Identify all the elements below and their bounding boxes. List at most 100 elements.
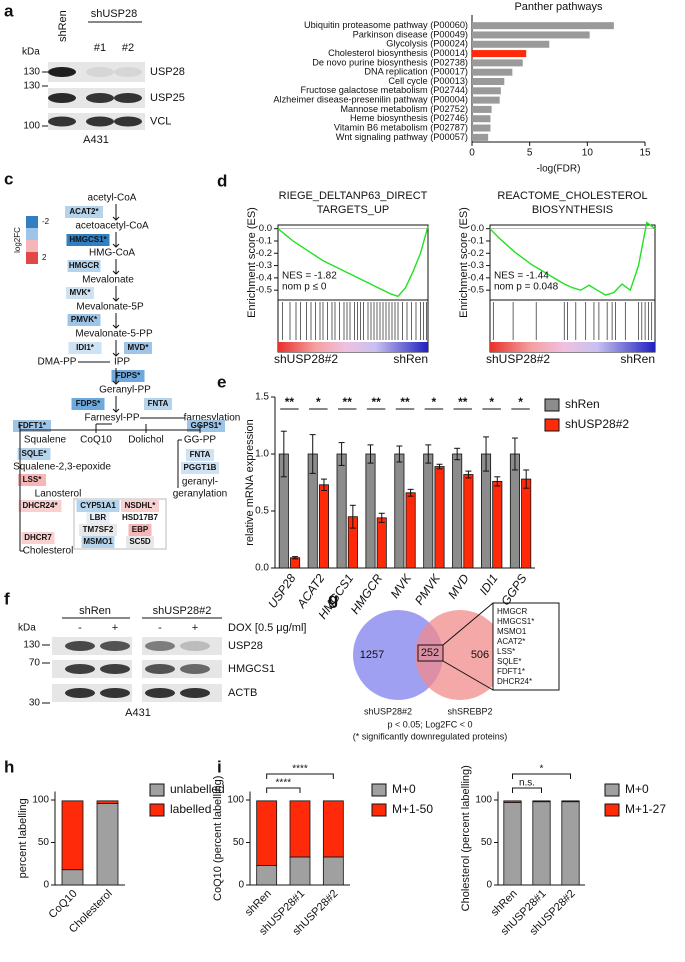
legend-label: M+1-27 (625, 802, 666, 816)
blot-band (100, 664, 130, 674)
set-label: shUSP28#2 (364, 706, 412, 716)
x-tick-label: USP28 (265, 571, 298, 610)
metabolite: acetoacetyl-CoA (75, 221, 149, 232)
set-label: shSREBP2 (447, 706, 492, 716)
lane-label: - (78, 622, 82, 634)
enzyme-box (68, 342, 102, 354)
lane-label: #2 (122, 42, 134, 54)
lane-label: + (112, 622, 118, 634)
annotation: nom p ≤ 0 (282, 282, 327, 293)
enzyme-box (121, 500, 159, 512)
enzyme-label: MSMO1 (83, 537, 113, 546)
rank-gradient (490, 342, 655, 352)
y-tick-label: -0.3 (468, 260, 484, 271)
metabolite: Dolichol (128, 435, 164, 446)
enzyme-box (144, 398, 172, 410)
y-tick-label: -0.5 (468, 285, 484, 296)
annotation: nom p = 0.048 (494, 282, 559, 293)
annotation: NES = -1.44 (494, 271, 549, 282)
significance-label: n.s. (519, 778, 535, 789)
category-label: Parkinson disease (P00049) (353, 29, 468, 39)
x-tick-label: MVD (445, 571, 472, 601)
cell-line: A431 (83, 134, 109, 146)
bar-segment (289, 800, 311, 858)
y-tick-label: 100 (475, 795, 492, 806)
y-tick-label: 0.0 (259, 223, 272, 234)
lane-label: #1 (94, 42, 106, 54)
phenotype-label: shRen (620, 352, 655, 366)
bar (472, 87, 501, 95)
blot-band (180, 688, 210, 698)
blot-band (145, 688, 175, 698)
band-label: ACTB (228, 687, 257, 699)
legend-swatch (604, 783, 620, 797)
bar (472, 96, 500, 104)
blot-band (114, 67, 142, 77)
gene-name: HMGCR (497, 607, 527, 616)
bar-segment (532, 800, 551, 803)
enzyme-box (79, 524, 117, 536)
significance-label: * (489, 395, 494, 409)
group-label: shRen (79, 605, 111, 617)
enzyme-label: LSS* (23, 475, 43, 484)
bar-segment (561, 800, 580, 803)
enzyme-label: HMGCR (69, 261, 99, 270)
legend-tick: 2 (42, 253, 47, 262)
blot-band (100, 641, 130, 651)
significance-label: * (316, 395, 321, 409)
metabolite: Cholesterol (23, 546, 74, 557)
footnote: (* significantly downregulated proteins) (353, 731, 508, 741)
enzyme-box (66, 287, 94, 299)
metabolite: DMA-PP (38, 357, 77, 368)
metabolite: acetyl-CoA (88, 193, 137, 204)
note: p < 0.05; Log2FC < 0 (387, 719, 472, 729)
legend-swatch (544, 418, 560, 432)
blot-band (180, 641, 210, 651)
y-tick-label: -0.3 (256, 260, 272, 271)
category-label: Heme biosynthesis (P02746) (350, 113, 468, 123)
x-tick-label: MVK (388, 571, 415, 601)
unit-label: kDa (18, 623, 36, 634)
enzyme-label: MVK* (70, 288, 92, 297)
blot-band (48, 116, 76, 127)
legend-label: M+0 (392, 782, 416, 796)
blot-band (86, 93, 114, 103)
bar (452, 453, 463, 569)
metabolite: Lanosterol (35, 489, 82, 500)
category-label: Fructose galactose metabolism (P02744) (301, 85, 469, 95)
chart-title: RIEGE_DELTANP63_DIRECT (279, 190, 428, 202)
enzyme-label: IDI1* (76, 343, 95, 352)
y-tick-label: -0.2 (468, 248, 484, 259)
treatment-label: DOX [0.5 μg/ml] (228, 622, 306, 634)
bar-segment (256, 865, 278, 886)
bar (376, 517, 387, 569)
connector (442, 602, 494, 646)
metabolite: IPP (114, 357, 130, 368)
enzyme-group (73, 498, 167, 550)
enzyme-box (18, 474, 46, 486)
marker-label: 30 (29, 698, 41, 709)
enzyme-box (76, 500, 120, 512)
enzyme-label: FNTA (148, 399, 169, 408)
blot-band (48, 67, 76, 77)
bar-segment (61, 800, 84, 871)
enzyme-label: ACAT2* (69, 207, 99, 216)
x-tick-label: shRen (243, 888, 274, 919)
arrow-head (112, 216, 120, 221)
bar (405, 492, 416, 569)
enzyme-box (181, 462, 219, 474)
enzyme-box (128, 524, 152, 536)
metabolite: Squalene (24, 435, 67, 446)
metabolite: Mevalonate-5-PP (75, 329, 153, 340)
band-label: VCL (150, 115, 171, 127)
x-tick-label: IDI1 (477, 572, 501, 598)
arrow-head (112, 243, 120, 248)
bar-segment (532, 801, 551, 886)
y-tick-label: 0.0 (255, 563, 269, 574)
panel-letter: d (217, 171, 227, 190)
gene-name: HMGCS1* (497, 617, 534, 626)
arrow-head (112, 324, 120, 329)
blot-band (114, 116, 142, 127)
x-tick-label: CoQ10 (47, 888, 80, 921)
